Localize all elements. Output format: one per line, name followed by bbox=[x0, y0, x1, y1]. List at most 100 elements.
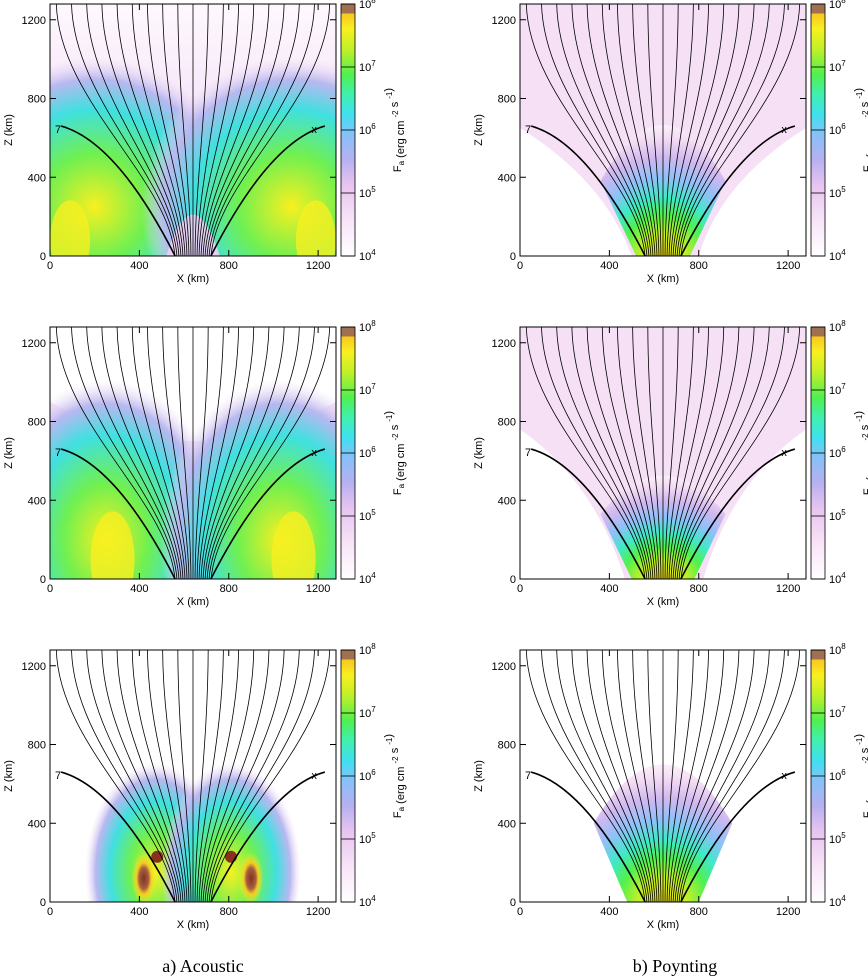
field-line bbox=[101, 650, 182, 902]
x-tick-label: 400 bbox=[130, 260, 148, 272]
colorbar-tick-label: 107 bbox=[359, 705, 376, 720]
contour-left bbox=[530, 771, 646, 902]
z-tick-label: 800 bbox=[28, 740, 46, 752]
field-line bbox=[204, 327, 285, 579]
z-axis-label: Z (km) bbox=[473, 437, 485, 469]
field-line bbox=[632, 4, 660, 256]
z-tick-label: 400 bbox=[498, 172, 516, 184]
field-line bbox=[666, 4, 694, 256]
plot-frame bbox=[519, 326, 807, 580]
colorbar-tick-label: 108 bbox=[359, 0, 376, 11]
z-tick-label: 0 bbox=[510, 251, 516, 263]
contour-right bbox=[680, 125, 796, 256]
colorbar-tick-label: 104 bbox=[359, 248, 376, 263]
colorbar-label: Fa (erg cm -2 s -1) bbox=[383, 411, 407, 495]
x-tick-label: 1200 bbox=[306, 583, 330, 595]
field-line bbox=[202, 650, 270, 902]
colorbar-label: Fa (erg cm -2 s -1) bbox=[383, 734, 407, 818]
x-tick-label: 400 bbox=[600, 906, 618, 918]
field-line bbox=[86, 650, 180, 902]
field-line bbox=[56, 4, 176, 256]
z-tick-label: 400 bbox=[498, 495, 516, 507]
field-lines bbox=[526, 327, 800, 579]
field-line bbox=[86, 4, 180, 256]
colorbar-tick-label: 106 bbox=[829, 122, 846, 137]
field-line bbox=[210, 327, 330, 579]
field-line bbox=[664, 4, 679, 256]
hotspot bbox=[271, 511, 316, 579]
hotspot bbox=[50, 200, 91, 256]
z-tick-label: 800 bbox=[498, 94, 516, 106]
x-tick-label: 800 bbox=[220, 906, 238, 918]
field-line bbox=[617, 650, 658, 902]
flux-map bbox=[50, 4, 336, 256]
colorbar-tick-label: 106 bbox=[359, 122, 376, 137]
field-line bbox=[541, 327, 648, 579]
z-tick-label: 400 bbox=[28, 818, 46, 830]
field-line bbox=[601, 327, 656, 579]
field-line bbox=[208, 650, 315, 902]
field-line bbox=[571, 4, 652, 256]
field-line bbox=[131, 4, 186, 256]
colorbar-tick-label: 104 bbox=[829, 571, 846, 586]
field-line bbox=[177, 327, 192, 579]
field-line bbox=[666, 327, 694, 579]
field-line bbox=[56, 327, 176, 579]
field-line bbox=[101, 327, 182, 579]
field-line bbox=[541, 650, 648, 902]
contour-label: 7 bbox=[55, 770, 61, 782]
x-tick-label: 400 bbox=[600, 583, 618, 595]
field-line bbox=[147, 327, 188, 579]
field-line bbox=[210, 650, 330, 902]
colorbar-tick-label: 105 bbox=[359, 185, 376, 200]
field-line bbox=[672, 650, 740, 902]
colorbar-tick-label: 104 bbox=[359, 894, 376, 909]
z-tick-label: 0 bbox=[40, 897, 46, 909]
field-line bbox=[680, 650, 800, 902]
plot-frame bbox=[519, 649, 807, 903]
x-tick-label: 800 bbox=[690, 583, 708, 595]
panel-b2: 7 x 0 400 800 1200 0 400 800 1200 X (km) Z (km) 104 1… bbox=[473, 319, 868, 608]
plot-frame bbox=[49, 649, 337, 903]
colorbar-tick-label: 107 bbox=[359, 59, 376, 74]
x-tick-label: 0 bbox=[517, 583, 523, 595]
z-axis-label: Z (km) bbox=[3, 114, 15, 146]
colorbar-tick-label: 106 bbox=[359, 445, 376, 460]
field-line bbox=[177, 650, 192, 902]
field-line bbox=[208, 4, 315, 256]
field-line bbox=[674, 650, 755, 902]
z-tick-label: 800 bbox=[498, 417, 516, 429]
field-line bbox=[617, 327, 658, 579]
field-line bbox=[541, 4, 648, 256]
colorbar-tick-label: 107 bbox=[359, 382, 376, 397]
z-tick-label: 400 bbox=[28, 495, 46, 507]
field-line bbox=[204, 650, 285, 902]
field-line bbox=[116, 650, 184, 902]
field-line bbox=[210, 4, 330, 256]
z-tick-label: 1200 bbox=[492, 661, 516, 673]
x-tick-label: 0 bbox=[517, 906, 523, 918]
field-line bbox=[206, 4, 300, 256]
field-line bbox=[668, 4, 709, 256]
x-tick-label: 1200 bbox=[306, 906, 330, 918]
x-tick-label: 1200 bbox=[776, 583, 800, 595]
field-line bbox=[198, 4, 239, 256]
field-line bbox=[177, 4, 192, 256]
colorbar-label: Fp (erg cm -2 s -1) bbox=[853, 411, 868, 495]
colorbar-tick-label: 104 bbox=[829, 248, 846, 263]
z-tick-label: 0 bbox=[40, 574, 46, 586]
z-axis-label: Z (km) bbox=[473, 114, 485, 146]
field-lines bbox=[526, 650, 800, 902]
field-line bbox=[194, 4, 209, 256]
x-tick-label: 400 bbox=[600, 260, 618, 272]
colorbar-tick-label: 104 bbox=[359, 571, 376, 586]
field-line bbox=[678, 4, 785, 256]
field-line bbox=[200, 650, 255, 902]
field-line bbox=[678, 327, 785, 579]
x-axis-label: X (km) bbox=[647, 273, 679, 285]
field-line bbox=[162, 650, 190, 902]
colorbar-label: Fa (erg cm -2 s -1) bbox=[383, 88, 407, 172]
contour-right bbox=[210, 771, 326, 902]
field-line bbox=[668, 327, 709, 579]
